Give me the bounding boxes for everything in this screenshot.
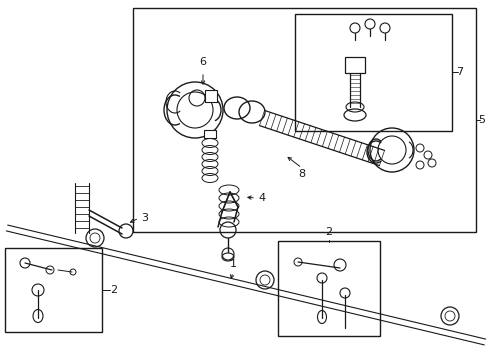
Bar — [204, 90, 217, 102]
Text: 2: 2 — [325, 227, 332, 237]
Text: 2: 2 — [110, 285, 117, 295]
Text: 7: 7 — [455, 67, 463, 77]
Text: 1: 1 — [229, 259, 236, 269]
Text: 4: 4 — [258, 193, 265, 203]
Text: 8: 8 — [298, 169, 305, 179]
Bar — [345, 57, 364, 73]
Bar — [278, 241, 379, 336]
Bar — [203, 130, 216, 138]
Text: 3: 3 — [141, 213, 148, 223]
Bar — [5, 248, 102, 332]
Text: 5: 5 — [478, 115, 485, 125]
Bar — [294, 14, 451, 131]
Bar — [133, 8, 475, 232]
Text: 6: 6 — [199, 57, 206, 67]
